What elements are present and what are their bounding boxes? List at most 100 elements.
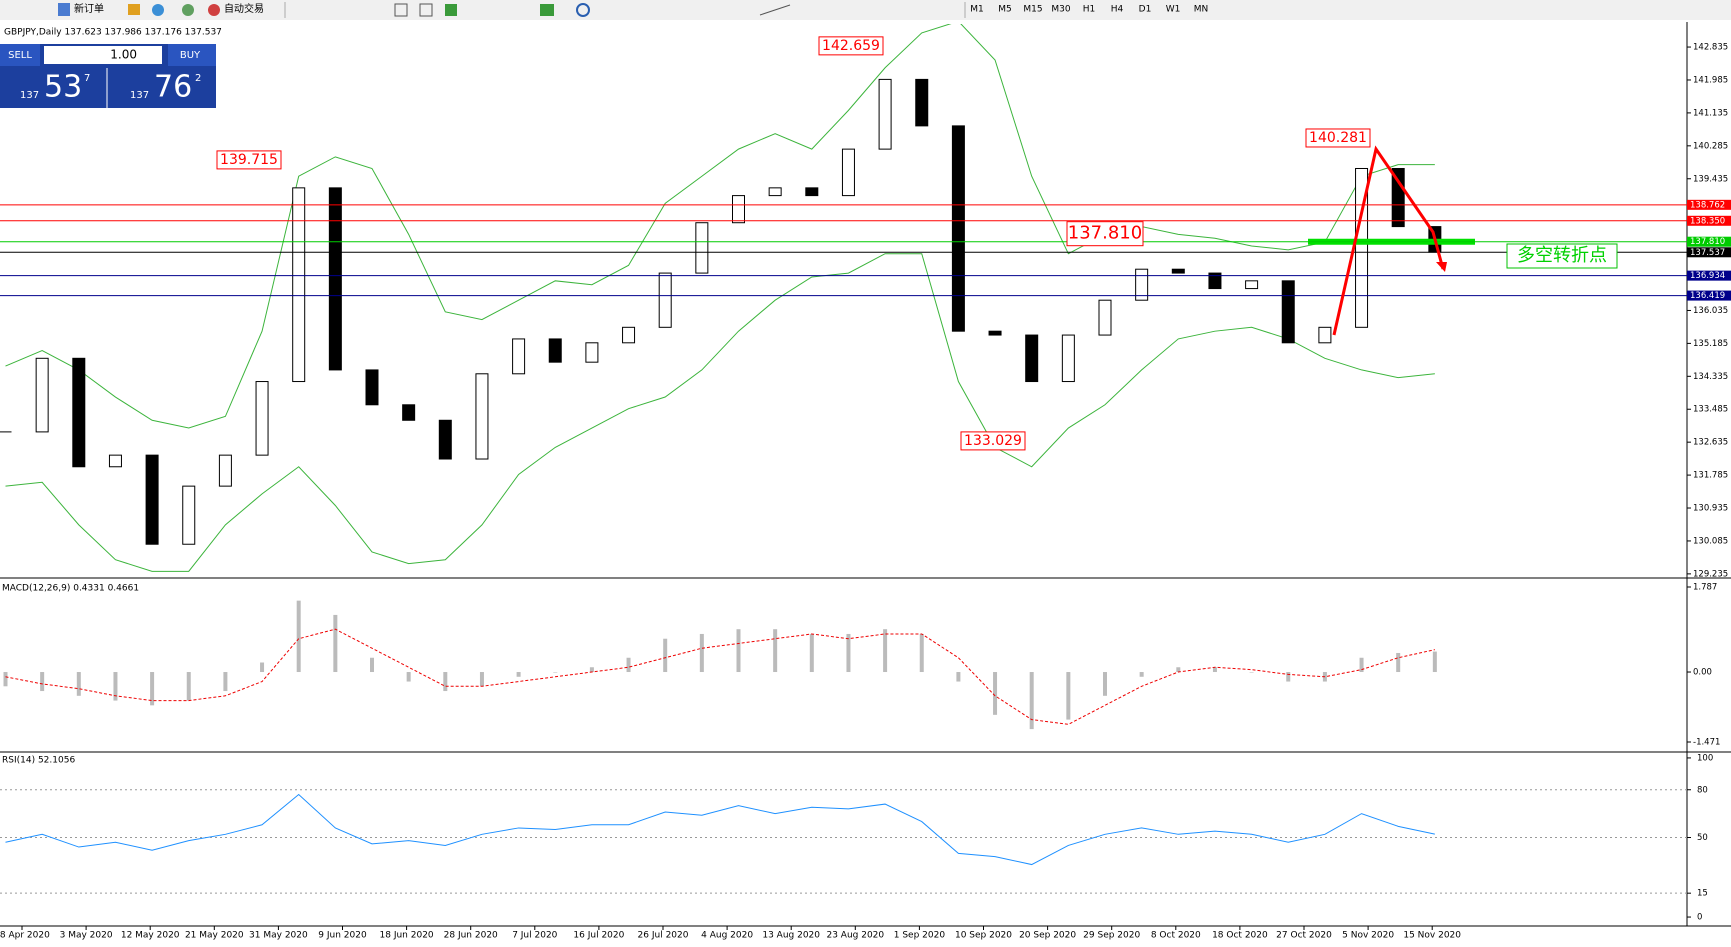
plot [3,600,1437,730]
chart-area [0,20,1731,943]
annotation: 137.810 [1068,223,1142,244]
sell-button[interactable] [0,44,40,66]
candle [658,272,672,328]
timeframe[interactable]: H1 [1083,5,1096,15]
periods[interactable] [576,3,590,17]
ask-small[interactable]: 2 [195,73,201,84]
indicators[interactable] [540,4,554,16]
new-order-icon[interactable] [58,3,70,16]
macd-bar [76,672,81,696]
x-tick-label: 23 Aug 2020 [826,931,884,941]
candle [585,342,599,363]
note: 多空转折点 [1517,245,1607,266]
y-tick-label: 129.235 [1693,569,1728,579]
bollinger-upper [5,24,1435,429]
y-tick-label: 0 [1697,913,1702,923]
timeframe[interactable]: M30 [1051,5,1070,15]
auto-trading[interactable]: 自动交易 [224,2,264,15]
x-tick-label: 29 Sep 2020 [1083,931,1140,941]
buy[interactable]: BUY [180,50,201,61]
macd-bar [3,672,8,687]
lots[interactable]: 1.00 [110,48,137,62]
candle [1355,167,1369,328]
macd-bar [699,633,704,673]
y-tick-label: 0.00 [1693,668,1712,678]
timeframe[interactable]: MN [1194,5,1209,15]
macd-bar [919,633,924,673]
macd-bar [479,672,484,687]
level-label: 136.934 [1690,271,1725,281]
y-tick-label: 140.285 [1693,141,1728,151]
arrow-head [1436,262,1447,272]
candle [548,338,562,363]
x-tick-label: 21 May 2020 [185,931,244,941]
timeframe[interactable]: M15 [1023,5,1042,15]
y-tick-label: 100 [1697,753,1713,763]
macd-bar [1286,672,1291,682]
macd-bar [40,672,45,692]
rsi-line [5,793,1435,866]
candle [1098,299,1112,336]
line-tool[interactable] [759,4,791,16]
new-order[interactable]: 新订单 [74,2,104,15]
ask-big[interactable]: 137 [130,90,149,101]
zoom-in[interactable] [394,3,408,17]
candle [35,357,49,433]
macd-bar [1029,672,1034,730]
macd-label: MACD(12,26,9) 0.4331 0.4661 [2,584,139,594]
timeframe[interactable]: D1 [1139,5,1152,15]
bid-small[interactable]: 7 [84,73,90,84]
plot [0,24,1475,572]
timeframe[interactable]: H4 [1111,5,1124,15]
sell[interactable]: SELL [8,50,32,61]
tile[interactable] [445,4,457,16]
timeframe[interactable]: M1 [970,5,984,15]
annotation-box [960,431,1026,451]
tool-icon[interactable] [128,4,140,15]
macd-bar [956,672,961,682]
macd-bar [370,657,374,673]
candle [1025,334,1039,383]
tool-icon[interactable] [152,4,164,16]
auto-trading-icon[interactable] [208,4,220,16]
level-tag [1687,215,1731,226]
ask-main[interactable]: 76 [154,70,192,105]
x-tick-label: 3 May 2020 [60,931,113,941]
y-tick-label: 80 [1697,785,1708,795]
candle [108,454,122,468]
x-tick-label: 28 Jun 2020 [444,931,498,941]
candle [292,187,306,383]
candle [951,125,965,332]
timeframe[interactable]: M5 [998,5,1012,15]
level-label: 137.537 [1690,248,1725,258]
bid-big[interactable]: 137 [20,90,39,101]
x-tick-label: 27 Oct 2020 [1276,931,1332,941]
timeframe[interactable]: W1 [1166,5,1181,15]
macd-bar [846,633,851,673]
level-tag [1687,247,1731,258]
macd-bar [296,600,301,673]
x-tick-label: 31 May 2020 [249,931,308,941]
candle [1245,280,1259,290]
y-tick-label: 142.835 [1693,43,1728,53]
zoom-out[interactable] [419,3,433,17]
annotation-box [818,36,884,56]
macd-bar [1249,672,1254,673]
candle [622,326,636,344]
level-label: 137.810 [1690,237,1725,247]
x-tick-label: 1 Sep 2020 [894,931,946,941]
x-tick-label: 18 Jun 2020 [380,931,434,941]
bid-main[interactable]: 53 [44,70,82,105]
candle [695,222,709,274]
macd-bar [260,662,265,673]
macd-bar [113,672,118,701]
buy-button[interactable] [168,44,216,66]
x-tick-label: 10 Sep 2020 [955,931,1012,941]
tool-icon[interactable] [182,4,194,16]
lots-input[interactable] [44,46,162,64]
macd-bar [1432,651,1437,673]
x-tick-label: 28 Apr 2020 [0,931,50,941]
candle [768,187,782,197]
toolbar [0,0,1731,20]
